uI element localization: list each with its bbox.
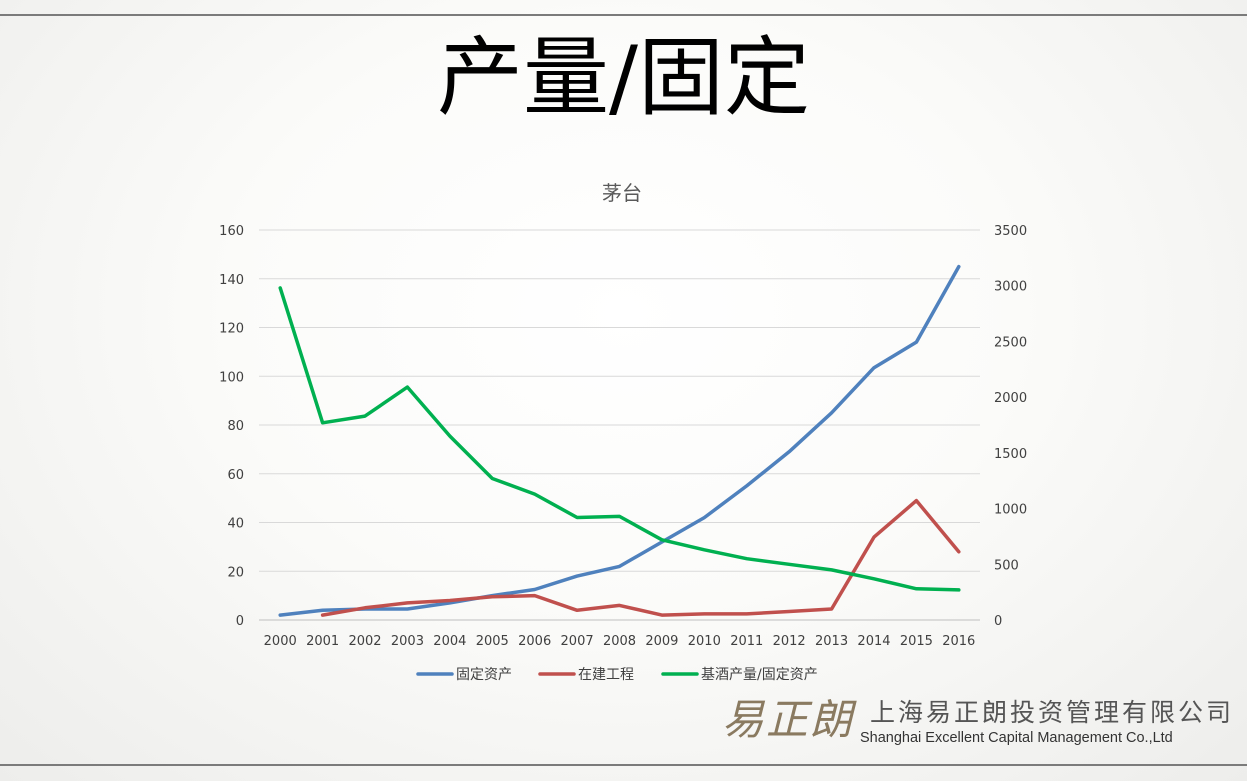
x-tick-label: 2007 (561, 634, 594, 649)
bottom-rule (0, 764, 1247, 766)
y-left-tick-label: 80 (227, 419, 244, 434)
x-tick-label: 2000 (264, 634, 297, 649)
logo-calligraphy: 易正朗 (722, 695, 855, 744)
x-tick-label: 2014 (857, 634, 890, 649)
legend-label-2: 在建工程 (578, 667, 634, 683)
x-tick-label: 2001 (306, 634, 339, 649)
y-right-tick-label: 1500 (994, 447, 1027, 462)
y-right-tick-label: 0 (994, 614, 1002, 629)
y-left-tick-label: 160 (219, 224, 244, 239)
legend-label-1: 固定资产 (456, 667, 512, 683)
company-name-cn: 上海易正朗投资管理有限公司 (870, 698, 1235, 727)
x-tick-label: 2011 (730, 634, 763, 649)
series-line-1 (278, 264, 961, 617)
x-tick-label: 2013 (815, 634, 848, 649)
x-tick-label: 2003 (391, 634, 424, 649)
y-right-tick-label: 3500 (994, 224, 1027, 239)
x-tick-label: 2004 (433, 634, 466, 649)
y-left-tick-label: 0 (236, 614, 244, 629)
x-tick-label: 2002 (348, 634, 381, 649)
company-name-en: Shanghai Excellent Capital Management Co… (860, 730, 1173, 746)
y-right-tick-label: 1000 (994, 503, 1027, 518)
chart-title: 茅台 (602, 181, 642, 205)
y-right-tick-label: 3000 (994, 280, 1027, 295)
y-left-tick-label: 120 (219, 322, 244, 337)
slide-title: 产量/固定 (437, 28, 810, 128)
y-right-tick-label: 2500 (994, 335, 1027, 350)
company-logo: 易正朗 上海易正朗投资管理有限公司 Shanghai Excellent Cap… (718, 694, 1238, 754)
y-right-tick-label: 500 (994, 558, 1019, 573)
x-tick-label: 2010 (688, 634, 721, 649)
y-left-tick-label: 20 (227, 565, 244, 580)
x-tick-label: 2006 (518, 634, 551, 649)
x-tick-label: 2005 (476, 634, 509, 649)
x-tick-label: 2015 (900, 634, 933, 649)
x-tick-label: 2016 (942, 634, 975, 649)
y-left-tick-label: 60 (227, 468, 244, 483)
y-right-tick-label: 2000 (994, 391, 1027, 406)
top-rule (0, 14, 1247, 16)
series-line-2 (320, 498, 961, 617)
y-left-tick-label: 100 (219, 370, 244, 385)
x-tick-label: 2009 (645, 634, 678, 649)
x-tick-label: 2008 (603, 634, 636, 649)
legend-label-3: 基酒产量/固定资产 (701, 666, 818, 683)
y-left-tick-label: 40 (227, 517, 244, 532)
x-tick-label: 2012 (773, 634, 806, 649)
series-line-3 (278, 286, 961, 592)
y-left-tick-label: 140 (219, 273, 244, 288)
